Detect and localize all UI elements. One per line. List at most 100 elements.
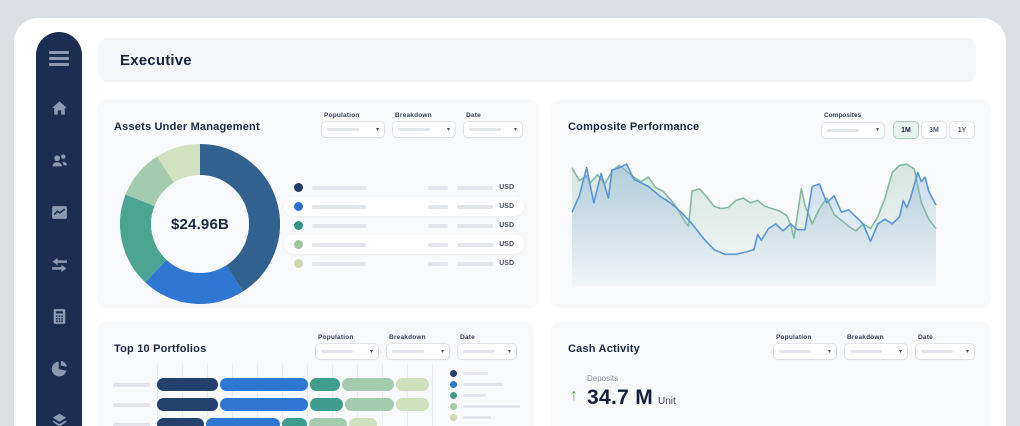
aum-legend-row[interactable]: USD — [284, 216, 524, 235]
legend-dot — [450, 380, 457, 388]
bar-segment[interactable] — [157, 398, 218, 411]
bar-segment[interactable] — [308, 418, 348, 426]
filter-population: Population ▾ — [774, 334, 836, 359]
currency-label: USD — [499, 222, 514, 229]
top10-rows — [112, 368, 522, 426]
menu-icon[interactable] — [49, 51, 69, 66]
chevron-down-icon: ▾ — [875, 127, 879, 133]
composite-card-title: Composite Performance — [568, 121, 700, 133]
legend-dot — [450, 391, 457, 399]
sidebar — [36, 32, 82, 426]
chevron-down-icon: ▾ — [369, 348, 373, 355]
top10-filters: Population ▾ Breakdown ▾ Date ▾ — [316, 334, 516, 359]
filter-label: Date — [460, 334, 475, 341]
aum-legend-row[interactable]: USD — [284, 254, 524, 273]
population-select[interactable]: ▾ — [322, 122, 384, 137]
placeholder-line — [850, 350, 882, 353]
home-icon[interactable] — [50, 99, 69, 118]
composites-select[interactable]: ▾ — [822, 122, 884, 138]
donut-segment-4[interactable] — [125, 156, 175, 207]
page-header: Executive — [98, 38, 976, 82]
chevron-down-icon: ▾ — [827, 348, 831, 355]
placeholder-line — [457, 261, 494, 266]
filter-population: Population ▾ — [322, 112, 384, 137]
composites-filter-label: Composites — [824, 112, 862, 119]
bar-segment[interactable] — [344, 398, 394, 411]
legend-dot — [450, 402, 457, 410]
cash-filters: Population ▾ Breakdown ▾ Date ▾ — [774, 334, 974, 359]
deposits-metric: ↑ Deposits 34.7 M Unit — [570, 374, 676, 410]
aum-filters: Population ▾ Breakdown ▾ Date ▾ — [322, 112, 522, 137]
range-3m-button[interactable]: 3M — [922, 122, 946, 138]
chevron-down-icon: ▾ — [965, 348, 969, 355]
bar-segment[interactable] — [282, 418, 307, 426]
breakdown-select[interactable]: ▾ — [393, 122, 455, 137]
donut-segment-2[interactable] — [145, 259, 243, 304]
filter-label: Population — [318, 334, 354, 341]
range-1m-button[interactable]: 1M — [894, 122, 918, 138]
aum-donut-chart: $24.96B — [120, 144, 280, 304]
donut-segment-5[interactable] — [157, 144, 201, 183]
aum-legend-row[interactable]: USD — [284, 235, 524, 254]
transfers-icon[interactable] — [50, 255, 69, 274]
placeholder-line — [457, 223, 494, 228]
gridline — [257, 364, 258, 426]
breakdown-select[interactable]: ▾ — [387, 344, 449, 359]
bar-segment[interactable] — [219, 398, 308, 411]
chevron-down-icon: ▾ — [513, 126, 517, 133]
breakdown-select[interactable]: ▾ — [845, 344, 907, 359]
bar-segment[interactable] — [396, 398, 429, 411]
donut-segment-1[interactable] — [199, 144, 280, 292]
aum-legend-row[interactable]: USD — [284, 178, 524, 197]
chevron-down-icon: ▾ — [440, 348, 444, 355]
calculator-icon[interactable] — [50, 307, 69, 326]
placeholder-line — [921, 350, 953, 353]
gridline — [182, 364, 183, 426]
population-select[interactable]: ▾ — [316, 344, 378, 359]
donut-segment-3[interactable] — [120, 194, 167, 283]
gridline — [232, 364, 233, 426]
population-select[interactable]: ▾ — [774, 344, 836, 359]
placeholder-line — [312, 185, 366, 190]
placeholder-line — [463, 382, 503, 386]
date-select[interactable]: ▾ — [458, 344, 516, 359]
placeholder-line — [428, 261, 449, 266]
legend-item — [450, 368, 520, 378]
bar-segment[interactable] — [309, 378, 340, 391]
date-select[interactable]: ▾ — [464, 122, 522, 137]
aum-total-value: $24.96B — [170, 215, 230, 233]
currency-label: USD — [499, 203, 514, 210]
chevron-down-icon: ▾ — [898, 348, 902, 355]
bar-segment[interactable] — [157, 378, 218, 391]
range-toggle-group: 1M 3M 1Y — [894, 122, 974, 138]
performance-chart-icon[interactable] — [50, 203, 69, 222]
range-1y-button[interactable]: 1Y — [950, 122, 974, 138]
aum-legend-row[interactable]: USD — [284, 197, 524, 216]
bar-segment[interactable] — [349, 418, 377, 426]
bar-segment[interactable] — [205, 418, 280, 426]
top10-card-title: Top 10 Portfolios — [114, 343, 207, 355]
date-select[interactable]: ▾ — [916, 344, 974, 359]
placeholder-line — [827, 128, 859, 132]
portfolio-row — [112, 378, 522, 391]
bar-segment[interactable] — [396, 378, 429, 391]
placeholder-line — [312, 204, 366, 209]
bar-segment[interactable] — [157, 418, 204, 426]
gridline — [432, 364, 433, 426]
allocation-pie-icon[interactable] — [50, 359, 69, 378]
placeholder-line — [463, 415, 491, 419]
chevron-down-icon: ▾ — [375, 126, 379, 133]
placeholder-line — [457, 204, 494, 209]
layers-icon[interactable] — [50, 411, 69, 426]
bar-segment[interactable] — [341, 378, 394, 391]
filter-breakdown: Breakdown ▾ — [393, 112, 455, 137]
deposits-label: Deposits — [587, 374, 619, 383]
portfolio-row — [112, 418, 522, 426]
filter-label: Date — [466, 112, 481, 119]
legend-dot — [294, 183, 303, 192]
clients-icon[interactable] — [50, 151, 69, 170]
cash-activity-card: Cash Activity Population ▾ Breakdown ▾ Date ▾… — [552, 322, 990, 426]
legend-dot — [294, 202, 303, 211]
bar-segment[interactable] — [309, 398, 343, 411]
bar-segment[interactable] — [219, 378, 308, 391]
